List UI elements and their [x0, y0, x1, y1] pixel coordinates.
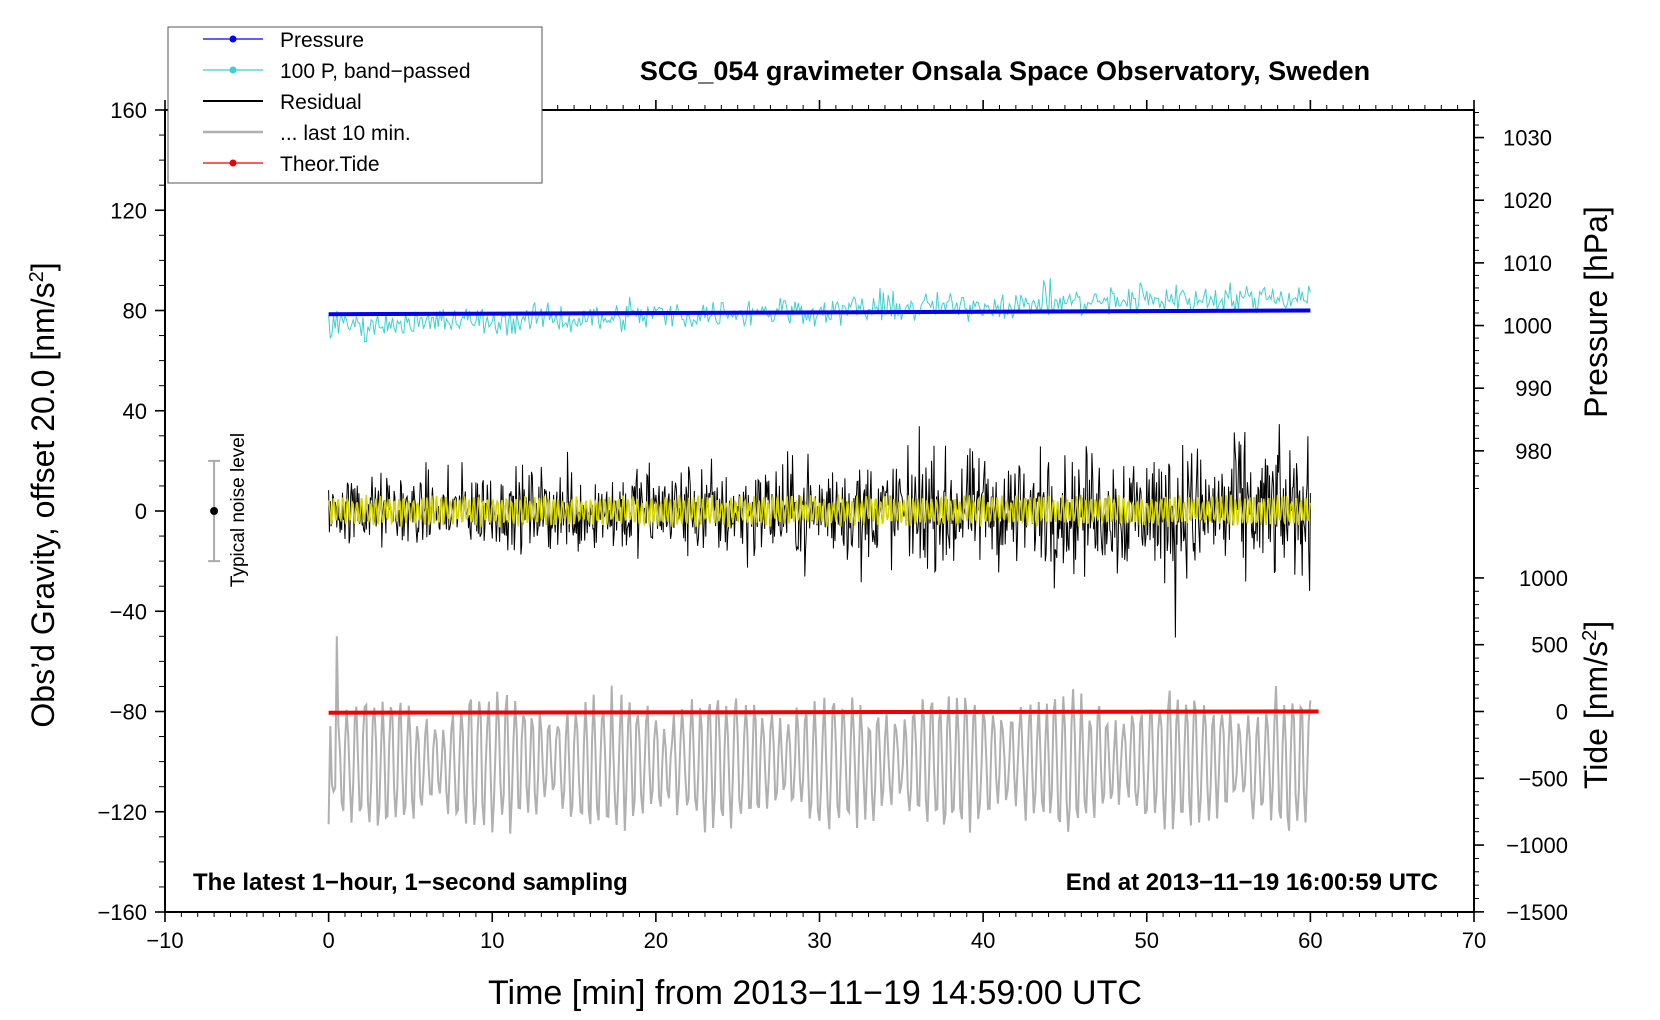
pressure-tick-label: 1010: [1503, 251, 1552, 276]
legend-label-theor-tide: Theor.Tide: [280, 153, 380, 176]
tide-tick-label: 500: [1531, 633, 1568, 658]
pressure-axis-label: Pressure [hPa]: [1578, 206, 1614, 418]
y-tick-label: −40: [110, 599, 147, 624]
pressure-tick-label: 980: [1515, 439, 1552, 464]
sampling-note: The latest 1−hour, 1−second sampling: [193, 869, 628, 896]
series-theor-tide: [328, 709, 1319, 715]
pressure-tick-label: 1000: [1503, 314, 1552, 339]
x-tick-label: 40: [971, 928, 995, 953]
legend-item-theor-tide: Theor.Tide: [203, 153, 380, 176]
legend-box: [167, 26, 543, 184]
legend-label-residual: Residual: [280, 91, 362, 114]
legend-label-bandpassed: 100 P, band−passed: [280, 60, 471, 83]
tide-tick-label: 0: [1556, 700, 1568, 725]
y-tick-label: −120: [97, 800, 147, 825]
y-axis-label: Obs’d Gravity, offset 20.0 [nm/s2]: [25, 262, 61, 727]
y-tick-label: 80: [123, 299, 147, 324]
series-last-10-min: [327, 636, 1312, 834]
series-layer: [327, 278, 1319, 834]
tide-tick-label: 1000: [1519, 566, 1568, 591]
noise-level-label: Typical noise level: [228, 433, 249, 587]
x-tick-label: 0: [323, 928, 335, 953]
x-axis-label: Time [min] from 2013−11−19 14:59:00 UTC: [488, 974, 1142, 1012]
pressure-tick-label: 990: [1515, 376, 1552, 401]
y-tick-label: 40: [123, 399, 147, 424]
tide-tick-label: −1500: [1506, 900, 1568, 925]
x-tick-label: 50: [1135, 928, 1159, 953]
legend-label-last10: ... last 10 min.: [280, 122, 411, 145]
x-tick-label: −10: [146, 928, 183, 953]
legend-label-pressure: Pressure: [280, 29, 364, 52]
legend-item-pressure: Pressure: [203, 29, 364, 52]
legend-item-residual: Residual: [203, 91, 362, 114]
noise-center-dot: [210, 507, 219, 515]
tide-tick-label: −500: [1518, 766, 1568, 791]
tide-tick-label: −1000: [1506, 833, 1568, 858]
legend: Pressure 100 P, band−passed Residual ...…: [167, 26, 543, 184]
y-tick-label: 160: [110, 98, 147, 123]
legend-item-last10: ... last 10 min.: [203, 122, 411, 145]
series-residual: [328, 424, 1311, 638]
chart-title: SCG_054 gravimeter Onsala Space Observat…: [640, 56, 1370, 86]
legend-item-bandpassed: 100 P, band−passed: [203, 60, 471, 83]
x-tick-label: 30: [807, 928, 831, 953]
noise-level-indicator: Typical noise level: [208, 433, 249, 587]
series-band-passed-pressure: [328, 278, 1311, 343]
x-tick-label: 20: [644, 928, 668, 953]
axis-ticks: −10 0 10 20 30 40 50 60 70−160−120−80−4004080120…: [97, 98, 1568, 953]
x-tick-label: 70: [1462, 928, 1486, 953]
x-tick-label: 60: [1298, 928, 1322, 953]
x-tick-label: 10: [480, 928, 504, 953]
end-time-note: End at 2013−11−19 16:00:59 UTC: [1066, 869, 1438, 896]
y-tick-label: 120: [110, 198, 147, 223]
y-tick-label: −160: [97, 900, 147, 925]
series-pressure: [328, 308, 1311, 317]
pressure-tick-label: 1020: [1503, 188, 1552, 213]
tide-axis-label: Tide [nm/s2]: [1578, 621, 1614, 789]
series-filtered-residual: [327, 494, 1312, 528]
y-tick-label: −80: [110, 700, 147, 725]
y-tick-label: 0: [135, 499, 147, 524]
pressure-tick-label: 1030: [1503, 126, 1552, 151]
